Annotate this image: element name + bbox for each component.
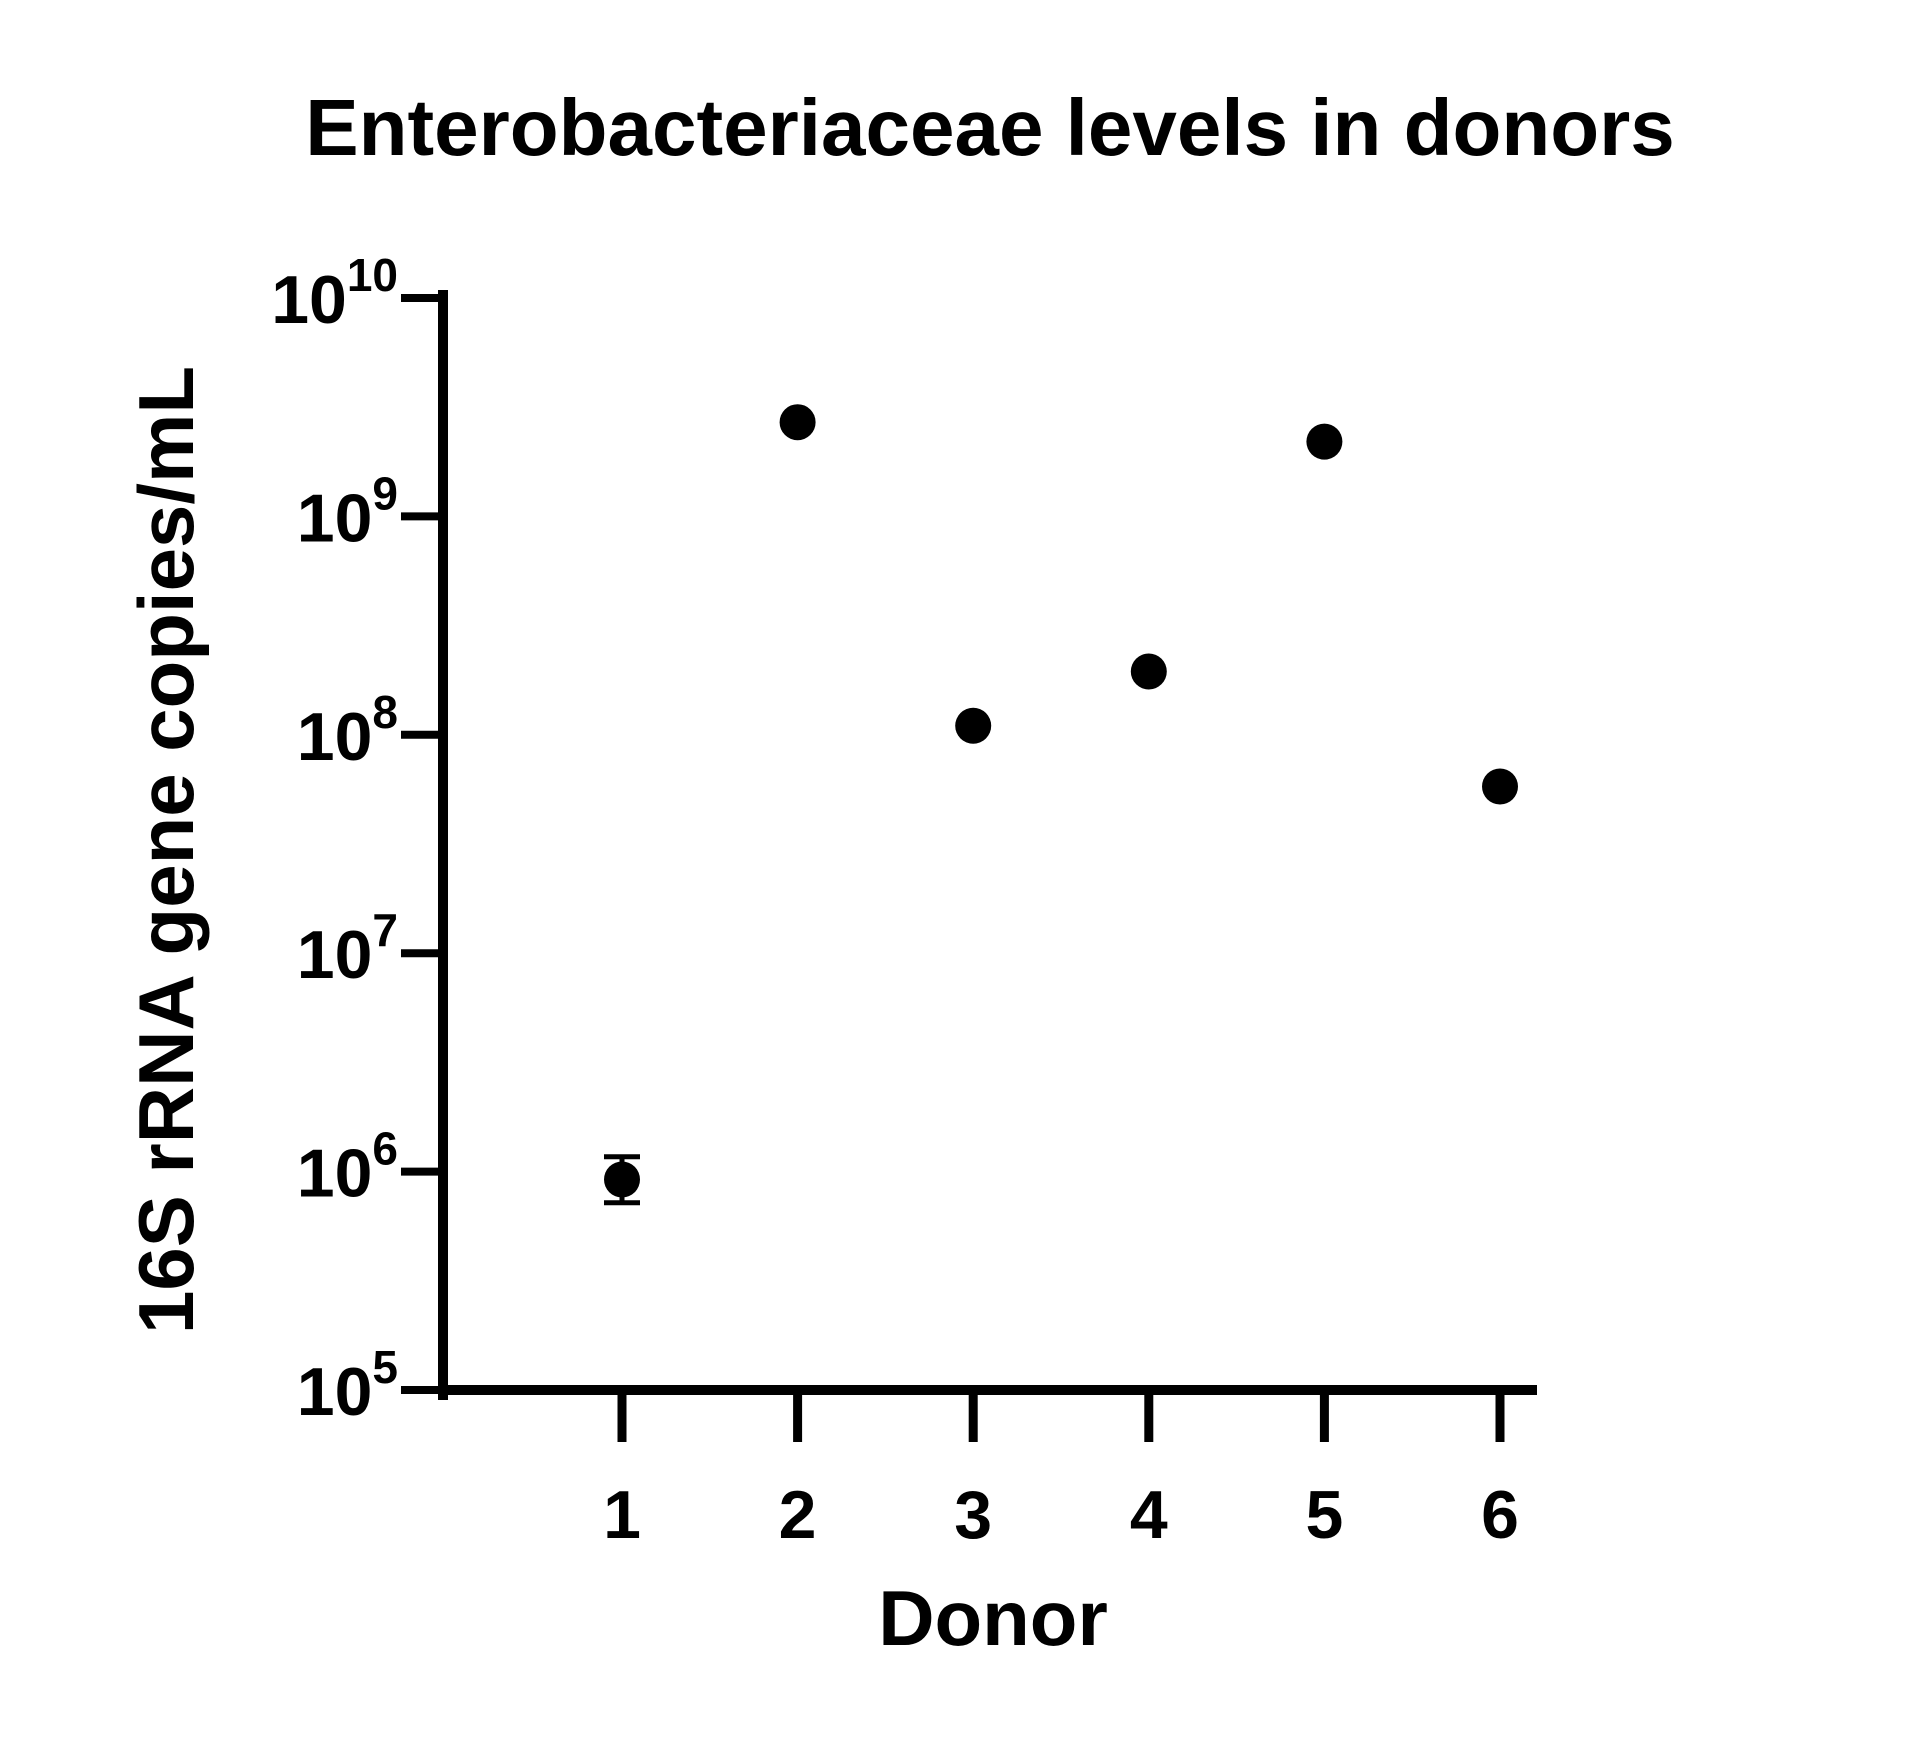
x-axis-title: Donor <box>878 1574 1108 1662</box>
y-tick-label: 106 <box>297 1123 398 1212</box>
y-tick-label: 105 <box>297 1341 398 1430</box>
data-point <box>1306 423 1343 460</box>
x-tick-label: 4 <box>1130 1477 1168 1553</box>
x-tick-label: 2 <box>779 1477 817 1553</box>
data-point <box>1130 653 1167 690</box>
x-tick-label: 3 <box>954 1477 992 1553</box>
y-axis-title: 16S rRNA gene copies/mL <box>122 366 210 1334</box>
x-tick-label: 5 <box>1305 1477 1343 1553</box>
chart-title: Enterobacteriaceae levels in donors <box>305 83 1674 172</box>
data-point <box>1482 768 1518 805</box>
y-tick-label: 107 <box>297 904 398 993</box>
data-point <box>955 707 992 744</box>
data-point <box>604 1161 640 1198</box>
x-tick-label: 1 <box>603 1477 641 1553</box>
data-point <box>779 404 816 441</box>
y-tick-label: 109 <box>297 467 398 556</box>
plot-area: 105 106 107 108 109 1010 1 2 3 4 5 6 <box>271 249 1537 1553</box>
y-tick-label: 1010 <box>271 249 398 338</box>
y-tick-label: 108 <box>297 686 398 775</box>
x-tick-label: 6 <box>1481 1477 1519 1553</box>
